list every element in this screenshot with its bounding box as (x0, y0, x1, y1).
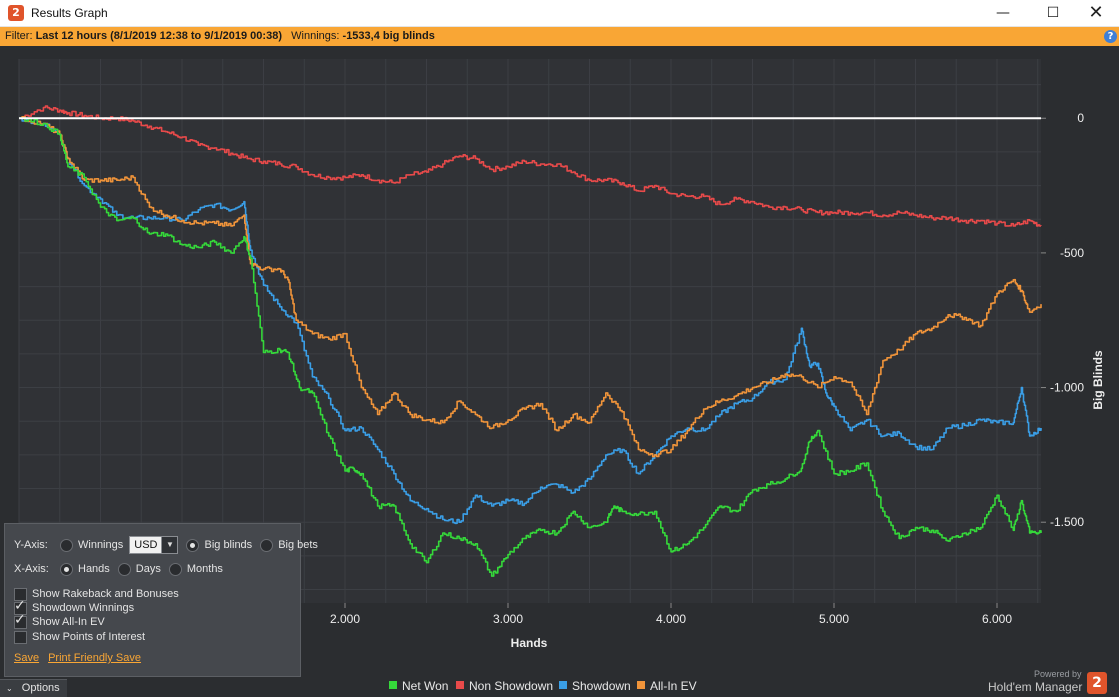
x-axis-label: Hands (511, 636, 548, 650)
y-axis-label: Big Blinds (1091, 350, 1105, 410)
holdem-manager-icon: 2 (8, 5, 24, 21)
chevron-down-icon: ⌄ (6, 684, 13, 693)
print-friendly-save-link[interactable]: Print Friendly Save (48, 652, 142, 664)
checkbox-points-of-interest[interactable] (14, 630, 27, 644)
title-bar: 2 Results Graph — ☐ ✕ (0, 0, 1119, 27)
radio-big-bets-label: Big bets (278, 539, 318, 551)
legend-item[interactable]: All-In EV (637, 679, 697, 693)
series-line-net-won (19, 117, 1042, 577)
legend-label: Non Showdown (469, 679, 553, 693)
radio-months[interactable] (168, 562, 182, 576)
radio-winnings[interactable] (60, 538, 73, 552)
legend-item[interactable]: Net Won (389, 679, 448, 693)
legend-swatch (456, 681, 464, 689)
save-links: Save Print Friendly Save (14, 649, 141, 667)
checkbox-poi-label: Show Points of Interest (32, 631, 146, 643)
chevron-down-icon[interactable]: ▼ (161, 537, 178, 553)
currency-value: USD (134, 539, 158, 551)
radio-hands-label: Hands (78, 563, 110, 575)
x-tick-label: 2.000 (330, 612, 360, 626)
powered-by-text: Powered by (1034, 669, 1082, 679)
series-line-all-in-ev (19, 116, 1042, 458)
checkbox-row[interactable]: Show Points of Interest (14, 628, 145, 646)
holdem-manager-logo: 2 (1087, 672, 1107, 694)
winnings-label: Winnings: (291, 30, 340, 42)
filter-label: Filter: (5, 30, 33, 42)
x-tick-label: 6.000 (982, 612, 1012, 626)
y-tick-label: -1.500 (1050, 515, 1084, 529)
minimize-button[interactable]: — (996, 5, 1010, 21)
winnings-value: -1533,4 big blinds (342, 30, 435, 42)
y-tick-label: -500 (1060, 246, 1084, 260)
save-link[interactable]: Save (14, 652, 40, 664)
radio-big-bets[interactable] (260, 538, 274, 552)
radio-hands[interactable] (60, 562, 73, 576)
radio-days[interactable] (117, 562, 131, 576)
checkbox-rakeback-label: Show Rakeback and Bonuses (32, 588, 179, 600)
legend-label: Net Won (402, 679, 448, 693)
legend-label: Showdown (572, 679, 631, 693)
radio-big-blinds[interactable] (186, 538, 200, 552)
series-line-non-showdown (19, 105, 1042, 227)
legend-label: All-In EV (650, 679, 697, 693)
x-tick-label: 3.000 (493, 612, 523, 626)
filter-bar: Filter: Last 12 hours (8/1/2019 12:38 to… (0, 27, 1119, 46)
radio-days-label: Days (135, 563, 161, 575)
y-axis-row: Y-Axis: Winnings USD ▼ Big blinds Big be… (14, 536, 318, 554)
x-axis-row: X-Axis: Hands Days Months (14, 560, 223, 578)
window-title: Results Graph (31, 6, 108, 20)
options-toggle-button[interactable]: ⌄ Options (0, 679, 67, 697)
checkbox-all-in-ev[interactable] (14, 612, 27, 629)
maximize-button[interactable]: ☐ (1046, 5, 1060, 21)
checkbox-row[interactable]: Show All-In EV (14, 612, 105, 631)
close-button[interactable]: ✕ (1088, 2, 1104, 23)
checkbox-all-in-ev-label: Show All-In EV (32, 616, 105, 628)
y-axis-label-text: Y-Axis: (14, 539, 48, 551)
series-line-showdown (19, 117, 1042, 525)
legend-swatch (637, 681, 645, 689)
y-tick-label: -1.000 (1050, 381, 1084, 395)
options-toggle-label: Options (21, 682, 60, 694)
checkbox-showdown-label: Showdown Winnings (32, 602, 135, 614)
x-tick-label: 4.000 (656, 612, 686, 626)
legend-swatch (389, 681, 397, 689)
legend-item[interactable]: Non Showdown (456, 679, 553, 693)
legend-item[interactable]: Showdown (559, 679, 631, 693)
options-panel: Y-Axis: Winnings USD ▼ Big blinds Big be… (4, 523, 318, 677)
radio-months-label: Months (186, 563, 223, 575)
x-tick-label: 5.000 (819, 612, 849, 626)
currency-select[interactable]: USD ▼ (129, 536, 179, 554)
legend-swatch (559, 681, 567, 689)
brand-name: Hold'em Manager (988, 680, 1083, 694)
x-axis-label-text: X-Axis: (14, 563, 49, 575)
radio-big-blinds-label: Big blinds (204, 539, 253, 551)
help-icon[interactable]: ? (1104, 30, 1117, 43)
radio-winnings-label: Winnings (78, 539, 124, 551)
filter-value[interactable]: Last 12 hours (8/1/2019 12:38 to 9/1/201… (35, 30, 282, 42)
y-tick-label: 0 (1077, 111, 1084, 125)
